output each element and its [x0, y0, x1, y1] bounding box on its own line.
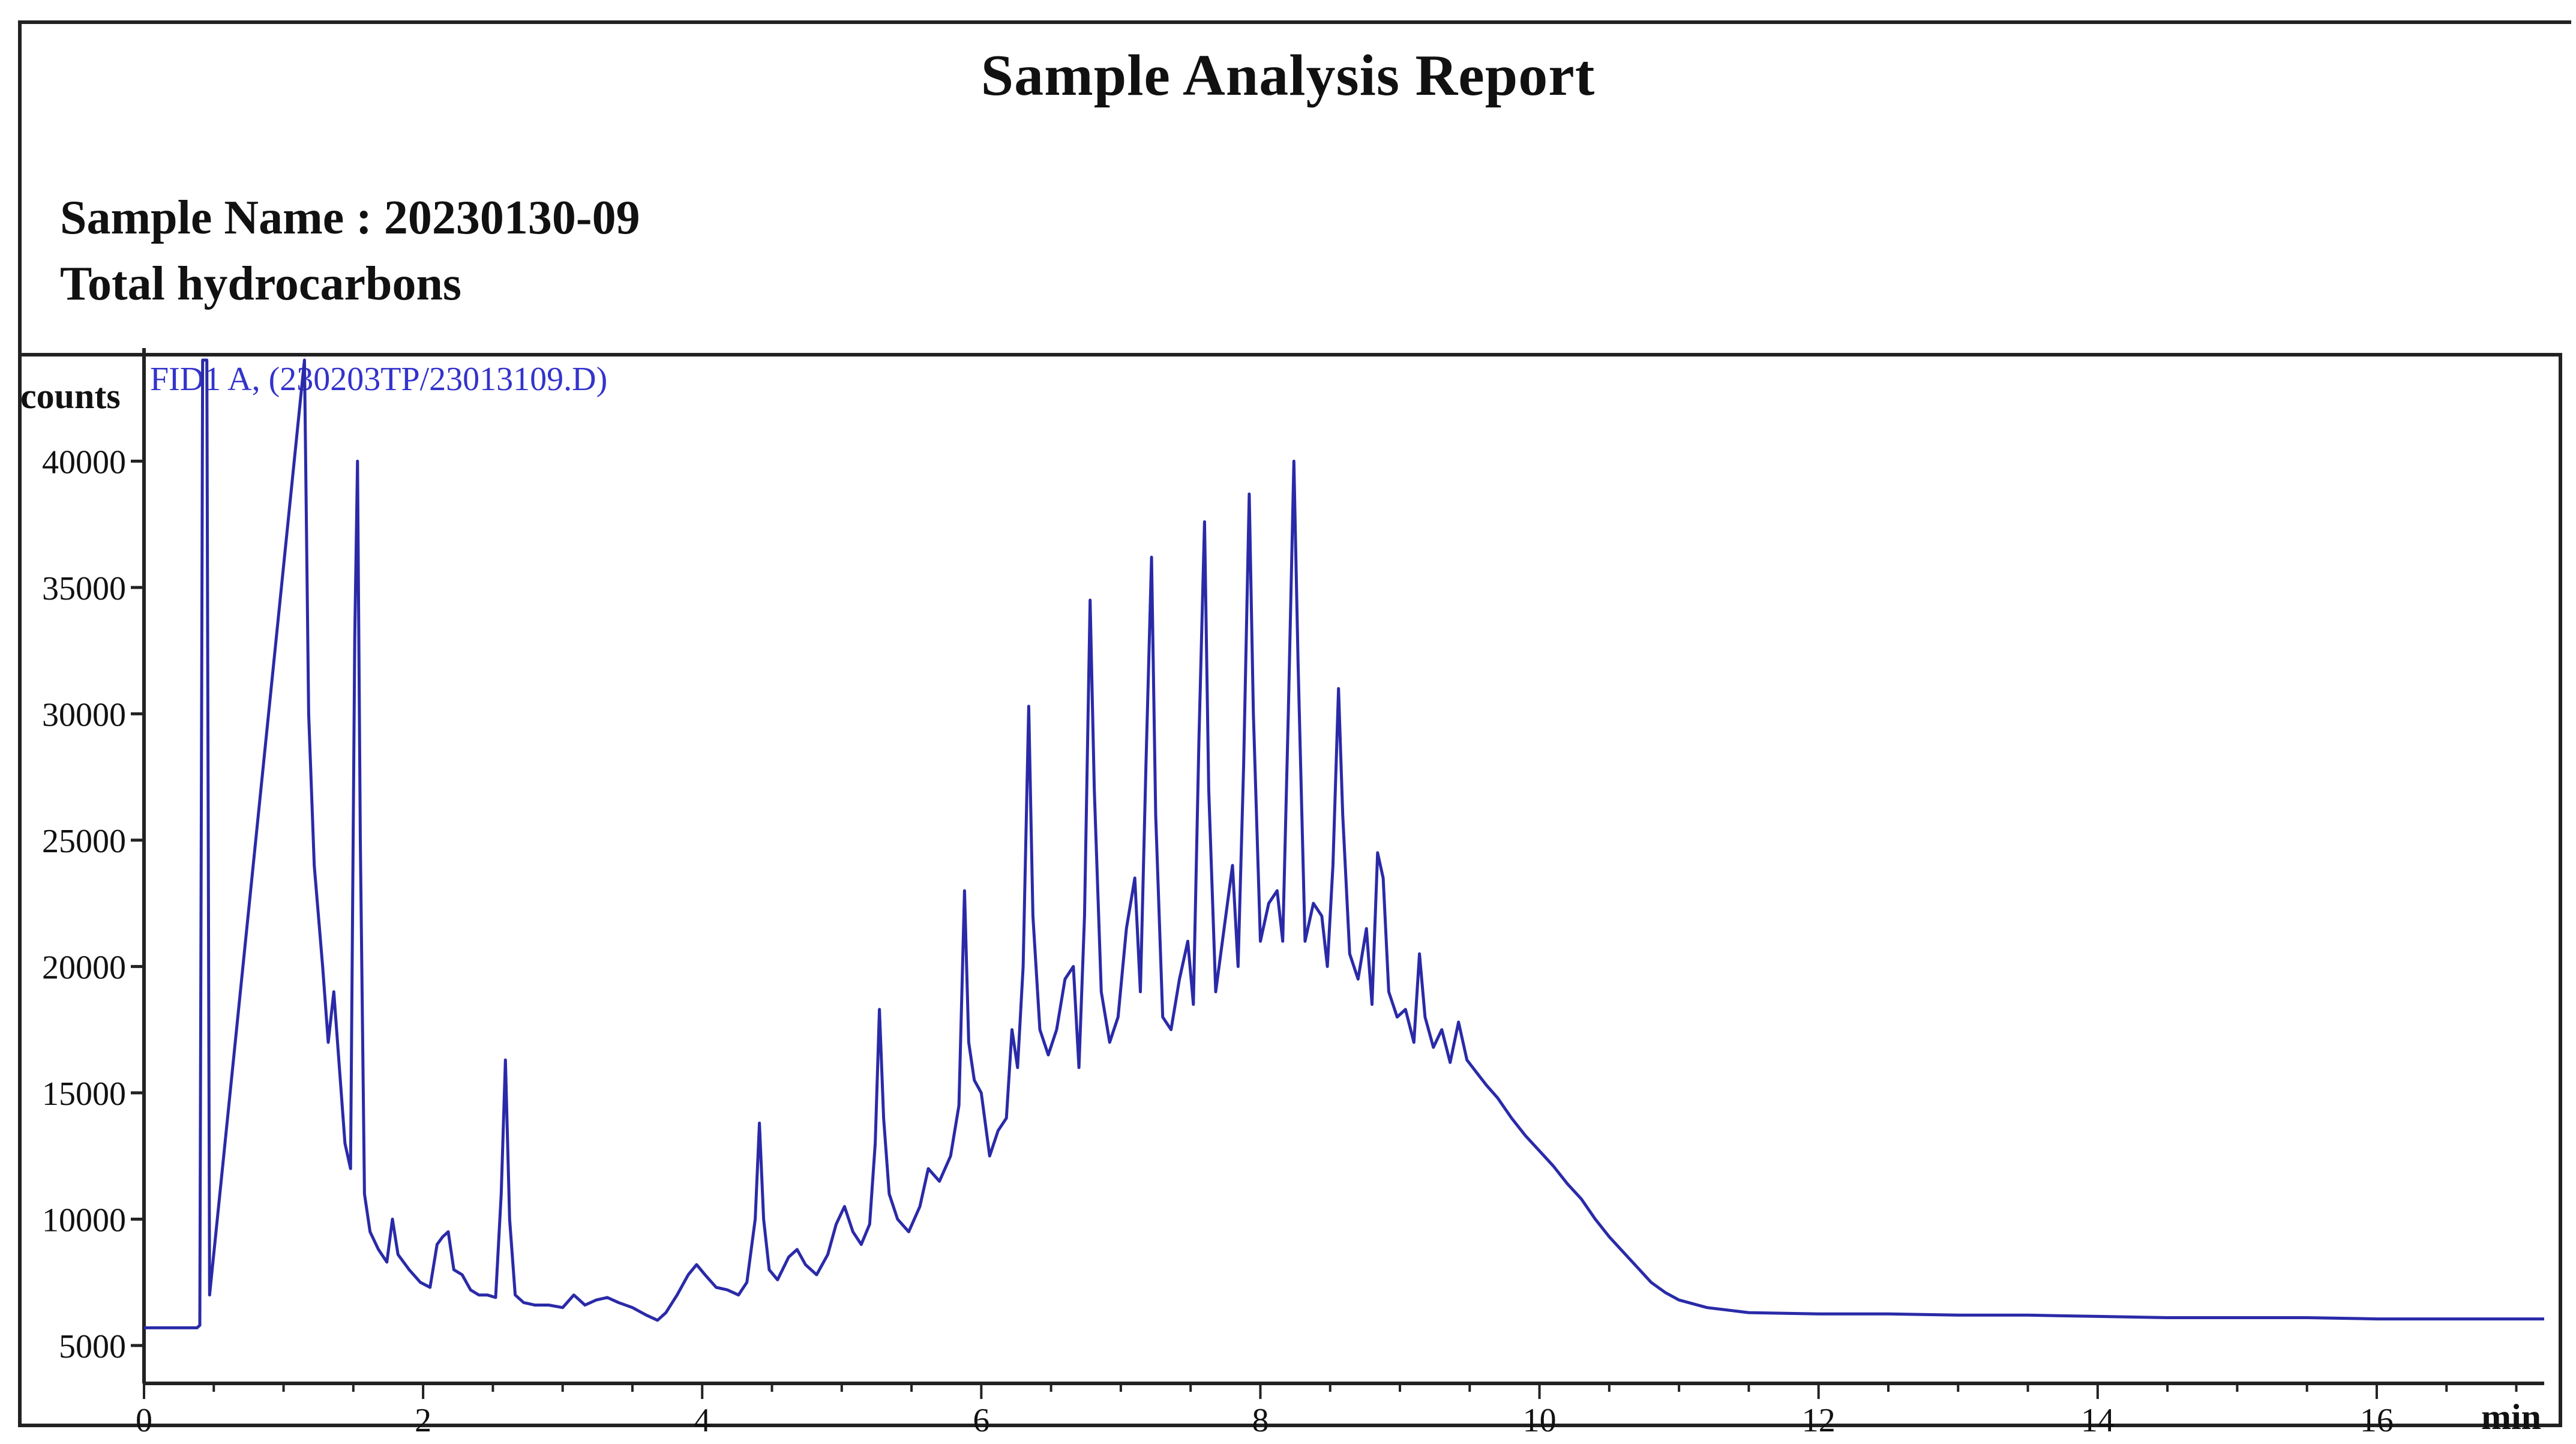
y-tick-label: 5000 — [59, 1328, 126, 1365]
x-tick-label: 6 — [973, 1402, 989, 1439]
trace-title: FID1 A, (230203TP/23013109.D) — [150, 361, 607, 398]
report-subtitle: Total hydrocarbons — [60, 257, 462, 310]
y-tick-label: 15000 — [42, 1075, 126, 1113]
x-tick-label: 0 — [136, 1402, 152, 1439]
x-tick-label: 12 — [1802, 1402, 1836, 1439]
x-tick-label: 2 — [415, 1402, 431, 1439]
x-tick-label: 16 — [2360, 1402, 2394, 1439]
x-axis-unit: min — [2481, 1397, 2541, 1437]
y-axis-unit: counts — [20, 376, 121, 416]
x-tick-label: 10 — [1523, 1402, 1557, 1439]
sample-name: Sample Name : 20230130-09 — [60, 191, 640, 244]
chromatogram-trace — [144, 358, 2544, 1329]
chromatogram-frame — [18, 353, 2562, 1427]
y-tick-label: 40000 — [42, 444, 126, 481]
x-tick-label: 14 — [2081, 1402, 2115, 1439]
x-tick-label: 4 — [694, 1402, 710, 1439]
y-tick-label: 30000 — [42, 696, 126, 733]
y-tick-label: 35000 — [42, 570, 126, 607]
y-tick-label: 10000 — [42, 1202, 126, 1239]
y-tick-label: 25000 — [42, 823, 126, 860]
x-tick-label: 8 — [1252, 1402, 1268, 1439]
left-border-rule — [18, 20, 22, 356]
chart-axes: 5000 10000 15000 20000 25000 30000 35000 40000 0… — [42, 348, 2544, 1439]
series-line-0 — [144, 358, 2544, 1329]
top-border-rule — [18, 20, 2571, 24]
report-title: Sample Analysis Report — [980, 43, 1596, 108]
y-tick-label: 20000 — [42, 949, 126, 986]
